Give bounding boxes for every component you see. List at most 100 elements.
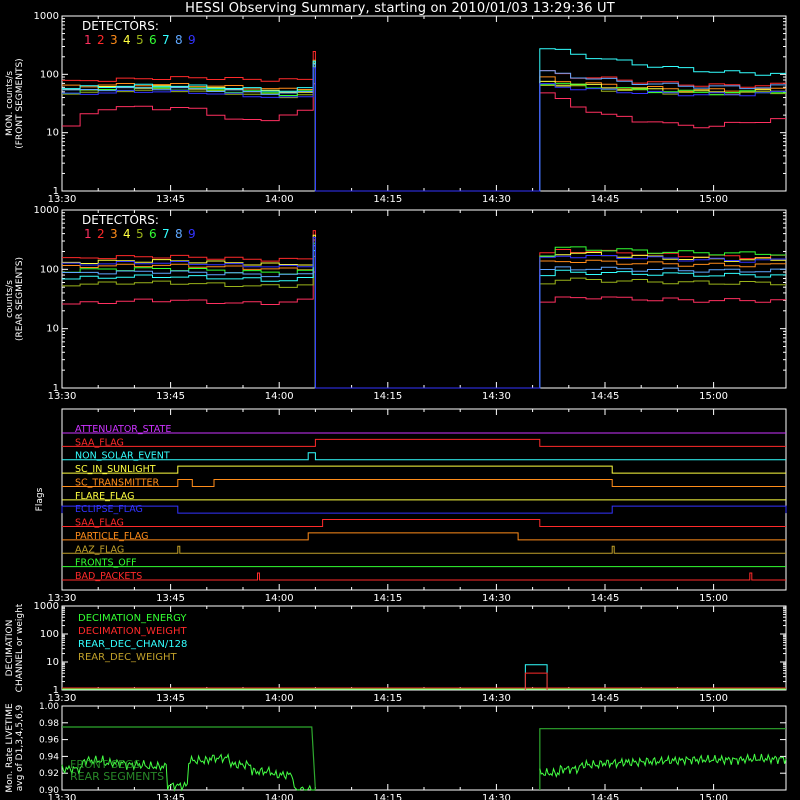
- legend-entry: DECIMATION_ENERGY: [78, 613, 187, 624]
- x-tick-label: 14:30: [482, 194, 511, 205]
- plot-frame: [61, 705, 787, 791]
- series-line-detector-2: [62, 230, 786, 389]
- flag-label: FLARE_FLAG: [75, 491, 135, 502]
- flag-label: NON_SOLAR_EVENT: [75, 451, 170, 462]
- flag-label: SAA_FLAG: [75, 437, 124, 448]
- x-tick-label: 13:45: [156, 593, 185, 604]
- x-tick-label: 14:45: [591, 793, 620, 800]
- series-line-rear-livetime: [539, 752, 787, 779]
- y-axis-label: avg of D1,3,4,5,6,9: [15, 704, 25, 791]
- x-tick-label: 14:15: [373, 793, 402, 800]
- x-tick-label: 13:30: [48, 194, 77, 205]
- legend-digit-8: 8: [175, 227, 183, 241]
- y-tick-label: 0.96: [39, 736, 59, 746]
- series-line-detector-9: [62, 236, 786, 389]
- y-axis-label: Mon. Rate LIVETIME: [5, 703, 15, 793]
- x-tick-label: 14:30: [482, 593, 511, 604]
- flag-label: ATTENUATOR_STATE: [75, 424, 171, 435]
- x-tick-label: 14:45: [591, 693, 620, 704]
- y-tick-label: 1: [53, 383, 59, 394]
- x-tick-label: 14:30: [482, 793, 511, 800]
- y-axis-label: MON. counts/s: [5, 71, 15, 136]
- series-line-detector-5: [62, 255, 786, 389]
- y-tick-label: 1: [53, 186, 59, 197]
- y-axis-label: CHANNEL or weight: [15, 603, 25, 692]
- plot-frame: [61, 209, 787, 389]
- x-tick-label: 13:30: [48, 593, 77, 604]
- y-tick-label: 1: [53, 685, 59, 696]
- x-tick-label: 15:00: [699, 793, 728, 800]
- x-tick-label: 14:00: [265, 693, 294, 704]
- series-line-detector-7: [62, 48, 786, 192]
- legend-entry: REAR_DEC_CHAN/128: [78, 639, 187, 650]
- flag-line: [62, 519, 786, 528]
- flag-label: SC_TRANSMITTER: [75, 477, 160, 488]
- y-tick-label: 0.94: [39, 752, 59, 762]
- legend-digit-2: 2: [97, 33, 105, 47]
- x-tick-label: 15:00: [699, 593, 728, 604]
- legend-digit-7: 7: [162, 33, 170, 47]
- legend-digit-5: 5: [136, 227, 144, 241]
- series-line-rear-livetime: [61, 753, 316, 792]
- y-tick-label: 100: [40, 69, 59, 80]
- y-axis-label: (FRONT SEGMENTS): [15, 58, 25, 148]
- x-tick-label: 14:45: [591, 593, 620, 604]
- y-tick-label: 10: [46, 324, 59, 335]
- flag-line: [62, 572, 786, 581]
- flag-label: AAZ_FLAG: [75, 544, 124, 555]
- y-tick-label: 0.98: [39, 719, 59, 729]
- y-tick-label: 0.90: [39, 786, 59, 796]
- flag-label: ECLIPSE_FLAG: [75, 504, 143, 515]
- x-tick-label: 14:00: [265, 391, 294, 402]
- y-tick-label: 1000: [34, 601, 59, 612]
- x-tick-label: 14:15: [373, 593, 402, 604]
- flag-label: SAA_FLAG: [75, 518, 124, 529]
- series-line-front-livetime: [62, 726, 786, 791]
- y-axis-label: counts/s: [5, 280, 15, 318]
- flag-label: SC_IN_SUNLIGHT: [75, 464, 156, 475]
- x-tick-label: 14:00: [265, 194, 294, 205]
- legend-title: DETECTORS:: [82, 213, 159, 227]
- x-tick-label: 15:00: [699, 194, 728, 205]
- y-axis-label: Flags: [35, 487, 45, 511]
- x-tick-label: 14:00: [265, 593, 294, 604]
- x-tick-label: 14:45: [591, 194, 620, 205]
- flag-line: [62, 478, 786, 487]
- legend-digit-4: 4: [123, 227, 131, 241]
- legend-entry: REAR SEGMENTS: [70, 770, 164, 783]
- y-tick-label: 10: [46, 128, 59, 139]
- series-line-rear-dec-weight: [524, 672, 548, 690]
- flag-label: BAD_PACKETS: [75, 571, 142, 582]
- flag-line: [62, 438, 786, 447]
- flag-label: FRONTS_OFF: [75, 558, 137, 569]
- x-tick-label: 14:15: [373, 693, 402, 704]
- legend-digit-3: 3: [110, 227, 118, 241]
- panel-livetime: 13:30 13:45 14:00 14:15 14:30 14:45 15:00 0.90 0…: [39, 702, 787, 800]
- legend-digit-9: 9: [188, 33, 196, 47]
- legend-digit-9: 9: [188, 227, 196, 241]
- panel-flags: 13:30 13:45 14:00 14:15 14:30 14:45 15:00 ATTEN…: [48, 408, 787, 604]
- legend-digit-2: 2: [97, 227, 105, 241]
- series-line-detector-8: [62, 245, 786, 389]
- series-line-detector-2: [62, 51, 786, 192]
- flag-line: [62, 532, 786, 541]
- flag-label: PARTICLE_FLAG: [75, 531, 148, 542]
- panel-rear: 13:30 13:45 14:00 14:15 14:30 14:45 15:00 1 10 10…: [34, 205, 787, 402]
- series-line-detector-9: [62, 67, 786, 192]
- legend-digit-3: 3: [110, 33, 118, 47]
- flag-line: [62, 452, 786, 461]
- legend-entry: FRONT SEGS: [70, 758, 141, 771]
- legend-digit-6: 6: [149, 227, 157, 241]
- page-title: HESSI Observing Summary, starting on 201…: [185, 1, 615, 16]
- legend-digit-4: 4: [123, 33, 131, 47]
- y-tick-label: 100: [40, 264, 59, 275]
- legend-digit-8: 8: [175, 33, 183, 47]
- x-tick-label: 13:30: [48, 391, 77, 402]
- panel-decimation: 13:30 13:45 14:00 14:15 14:30 14:45 15:00 1 10 10…: [34, 601, 787, 704]
- y-tick-label: 1000: [34, 205, 59, 216]
- x-tick-label: 13:30: [48, 793, 77, 800]
- x-tick-label: 14:15: [373, 194, 402, 205]
- x-tick-label: 15:00: [699, 693, 728, 704]
- x-tick-label: 14:30: [482, 693, 511, 704]
